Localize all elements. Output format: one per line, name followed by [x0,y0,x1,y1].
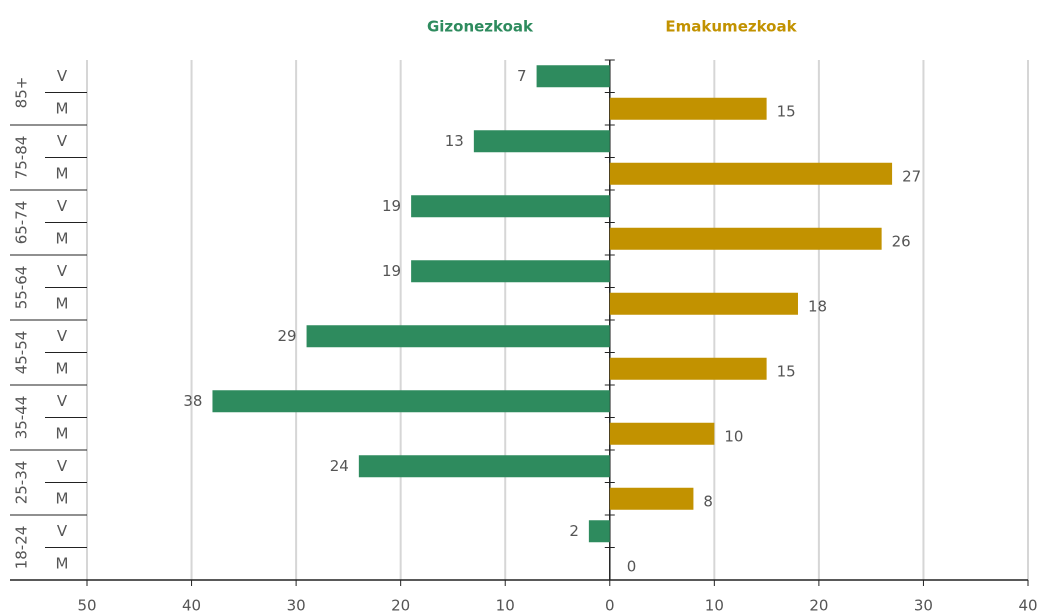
subcategory-label: V [57,327,68,345]
value-label: 27 [902,167,921,185]
x-tick-label: 20 [391,597,410,615]
x-tick-label: 40 [1018,597,1037,615]
subcategory-label: M [56,294,69,312]
bar [536,65,610,88]
subcategory-label: M [56,99,69,117]
bar [609,422,715,445]
x-tick-label: 0 [605,597,615,615]
subcategory-label: V [57,197,68,215]
value-label: 26 [892,232,911,250]
subcategory-label: V [57,457,68,475]
x-tick-label: 20 [809,597,828,615]
bar [411,195,610,218]
category-label: 45-54 [13,331,31,375]
category-label: 65-74 [13,201,31,245]
bar [609,162,893,185]
bar [609,97,767,120]
legend-men: Gizonezkoak [427,18,534,36]
subcategory-label: M [56,554,69,572]
value-label: 19 [382,197,401,215]
value-label: 24 [330,457,349,475]
category-label: 18-24 [13,526,31,570]
x-tick-label: 10 [705,597,724,615]
bar [473,130,610,153]
subcategory-label: M [56,229,69,247]
subcategory-label: V [57,522,68,540]
x-tick-label: 30 [287,597,306,615]
x-tick-label: 50 [77,597,96,615]
bar [306,325,610,348]
subcategory-label: V [57,262,68,280]
category-label: 75-84 [13,136,31,180]
value-label: 15 [777,102,796,120]
value-label: 8 [703,492,713,510]
value-label: 10 [724,427,743,445]
subcategory-label: V [57,392,68,410]
bar [609,292,798,315]
category-label: 25-34 [13,461,31,505]
category-label: 55-64 [13,266,31,310]
subcategory-label: V [57,132,68,150]
subcategory-label: M [56,489,69,507]
category-label: 35-44 [13,396,31,440]
value-label: 18 [808,297,827,315]
bar [609,357,767,380]
legend-women: Emakumezkoak [665,18,797,36]
x-tick-label: 40 [182,597,201,615]
bar [588,520,610,543]
x-tick-label: 10 [496,597,515,615]
subcategory-label: M [56,359,69,377]
value-label: 13 [445,132,464,150]
bar [609,487,694,510]
value-label: 15 [777,362,796,380]
value-label: 29 [277,327,296,345]
value-label: 38 [183,392,202,410]
bar [411,260,610,283]
category-label: 85+ [13,77,31,109]
subcategory-label: M [56,164,69,182]
value-label: 7 [517,67,527,85]
bar [358,455,610,478]
value-label: 0 [627,557,637,575]
subcategory-label: V [57,67,68,85]
value-label: 19 [382,262,401,280]
value-label: 2 [569,522,579,540]
bar [609,227,882,250]
x-tick-label: 30 [914,597,933,615]
subcategory-label: M [56,424,69,442]
bar [212,390,610,413]
